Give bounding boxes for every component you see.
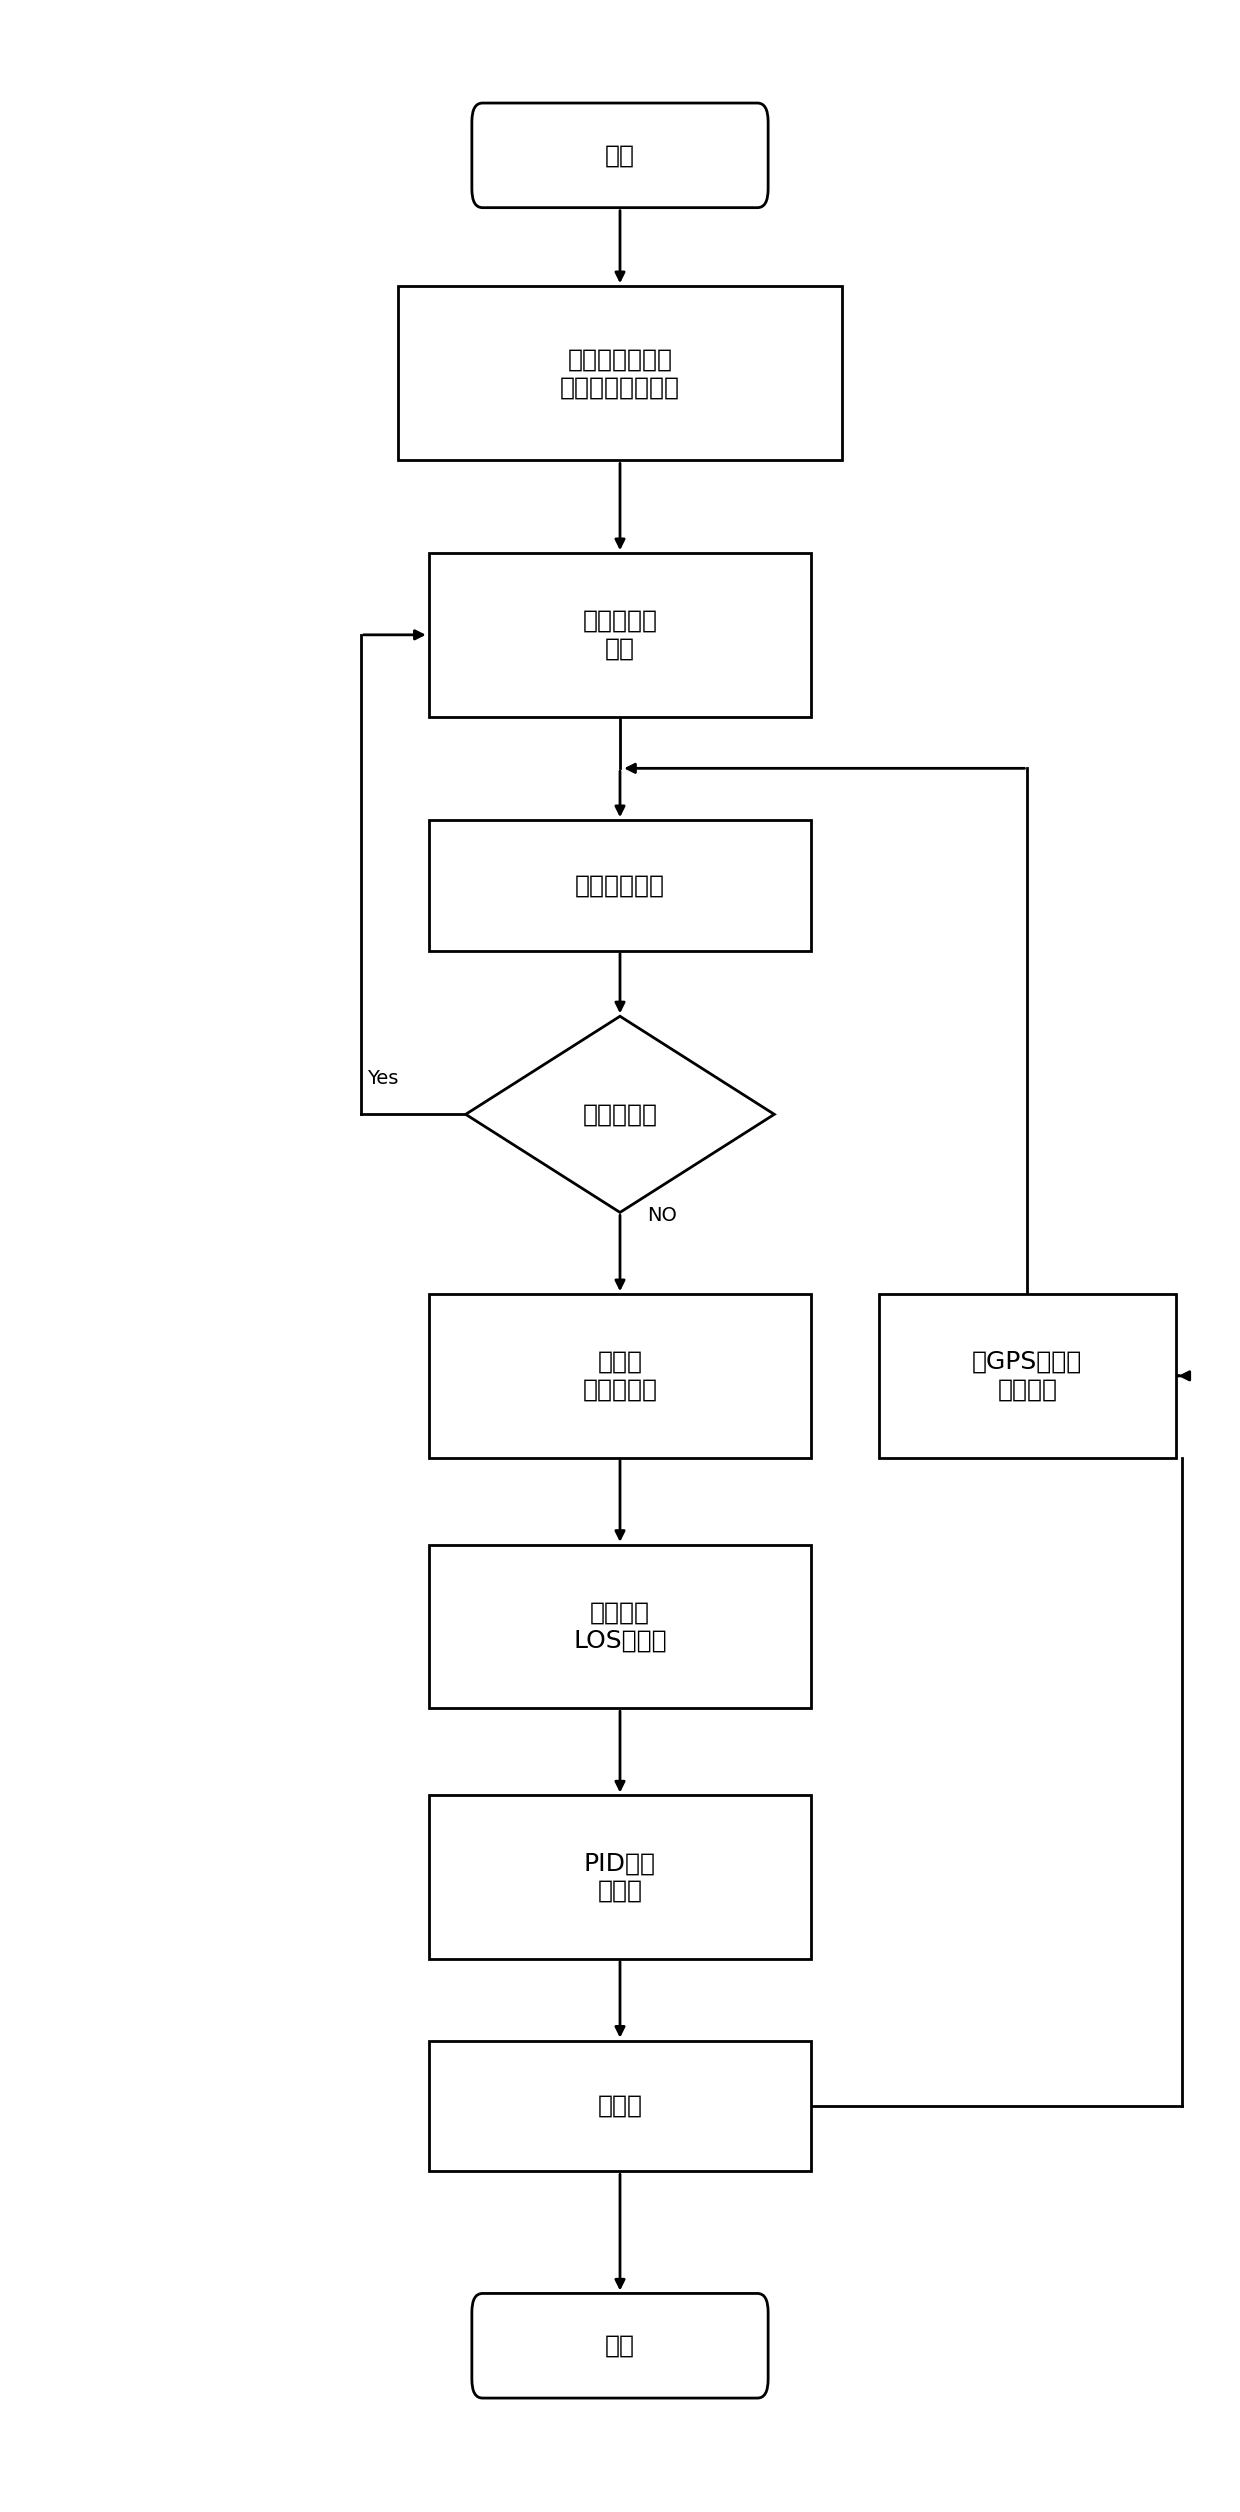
Text: PID艹向
控制器: PID艹向 控制器 (584, 1851, 656, 1904)
Text: 由GPS获取的
实际位置: 由GPS获取的 实际位置 (972, 1349, 1083, 1402)
Bar (879, 1294, 1176, 1457)
Text: 误差为零？: 误差为零？ (583, 1103, 657, 1125)
Bar (398, 286, 842, 460)
Polygon shape (466, 1017, 774, 1213)
Text: 实际位置误差: 实际位置误差 (575, 874, 665, 897)
Text: 自适应
侧滑角识别: 自适应 侧滑角识别 (583, 1349, 657, 1402)
Bar (429, 1796, 811, 1959)
Bar (429, 819, 811, 952)
Bar (429, 2040, 811, 2170)
Text: 气坠船: 气坠船 (598, 2095, 642, 2118)
FancyBboxPatch shape (472, 2293, 768, 2399)
Bar (429, 1294, 811, 1457)
FancyBboxPatch shape (472, 103, 768, 208)
Bar (429, 553, 811, 716)
Text: 开始: 开始 (605, 143, 635, 168)
Text: 侧滑补偿
LOS导引律: 侧滑补偿 LOS导引律 (573, 1600, 667, 1653)
Text: 建立气坠船运动
三自由度数学模型: 建立气坠船运动 三自由度数学模型 (560, 347, 680, 399)
Bar (429, 1545, 811, 1708)
Text: 结束: 结束 (605, 2334, 635, 2359)
Text: Yes: Yes (367, 1070, 398, 1088)
Text: 路径参考点
更新: 路径参考点 更新 (583, 608, 657, 661)
Text: NO: NO (647, 1206, 677, 1226)
